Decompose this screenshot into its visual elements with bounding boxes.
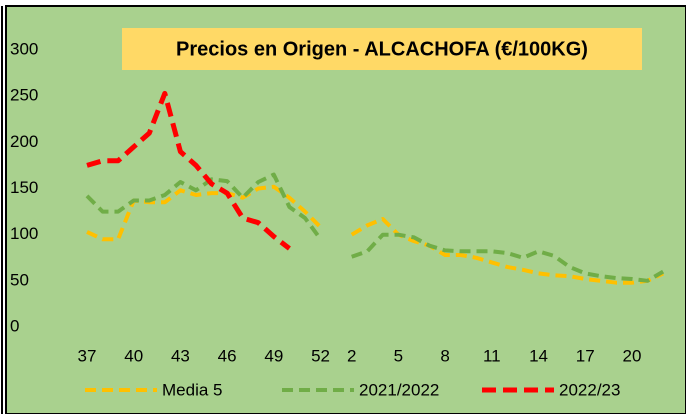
x-tick-label: 11 — [483, 346, 501, 365]
x-tick-label: 46 — [218, 346, 237, 365]
y-tick-label: 300 — [10, 39, 38, 58]
y-tick-label: 100 — [10, 224, 38, 243]
x-tick-label: 20 — [622, 346, 641, 365]
chart-title: Precios en Origen - ALCACHOFA (€/100KG) — [176, 38, 588, 60]
y-tick-label: 50 — [10, 270, 29, 289]
x-tick-label: 37 — [78, 346, 97, 365]
x-tick-label: 43 — [171, 346, 190, 365]
y-tick-label: 150 — [10, 178, 38, 197]
y-tick-label: 0 — [10, 316, 19, 335]
x-tick-label: 2 — [347, 346, 356, 365]
series-line — [86, 90, 291, 251]
series-line — [85, 172, 665, 283]
x-tick-label: 40 — [124, 346, 143, 365]
legend-label: 2021/2022 — [359, 380, 439, 399]
x-tick-label: 5 — [394, 346, 403, 365]
x-tick-label: 17 — [576, 346, 595, 365]
legend-label: 2022/23 — [559, 380, 620, 399]
x-tick-label: 52 — [311, 346, 330, 365]
x-tick-label: 14 — [529, 346, 548, 365]
x-tick-label: 49 — [264, 346, 283, 365]
y-tick-label: 250 — [10, 86, 38, 105]
legend-label: Media 5 — [162, 380, 222, 399]
x-tick-label: 8 — [440, 346, 449, 365]
y-tick-label: 200 — [10, 132, 38, 151]
series-line — [86, 184, 664, 285]
title-box — [122, 28, 642, 70]
